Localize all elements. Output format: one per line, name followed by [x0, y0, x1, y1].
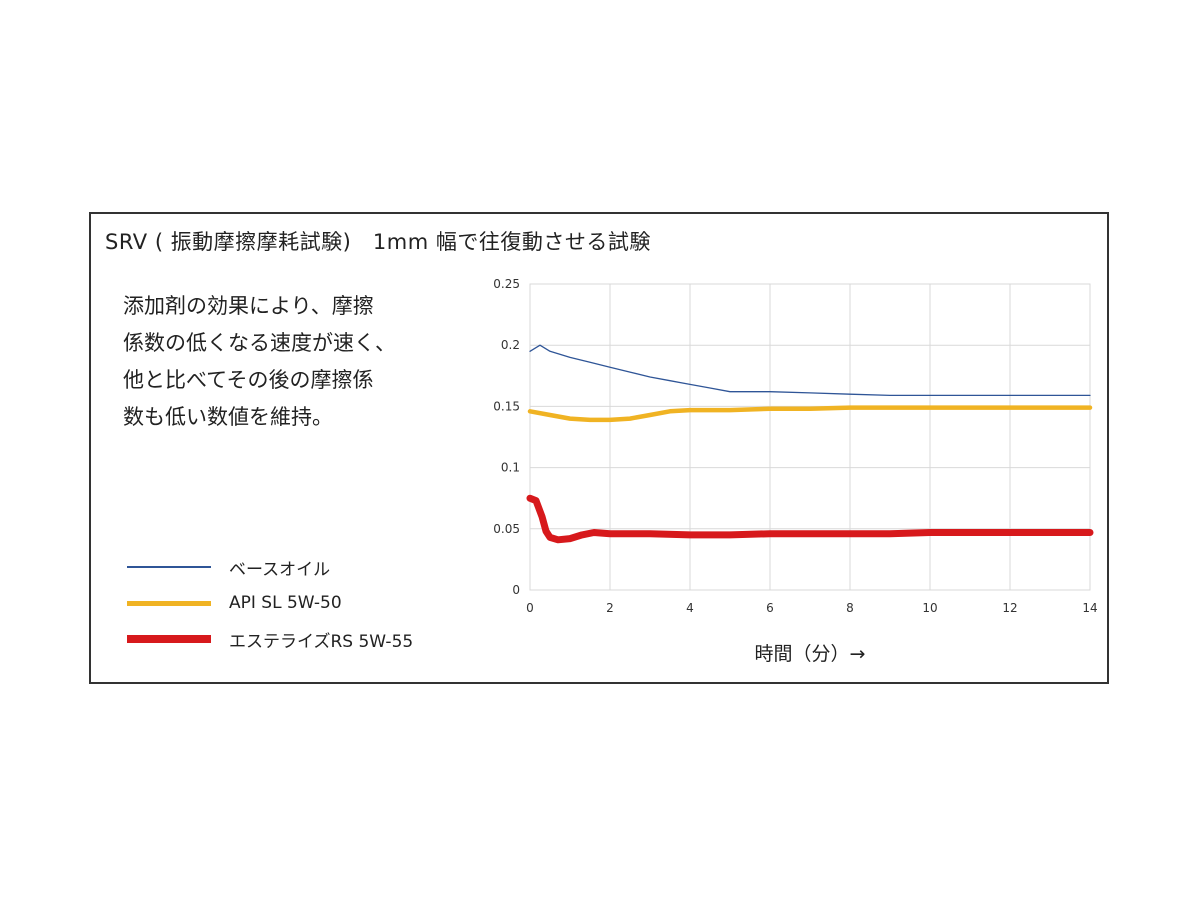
x-tick-label: 2 [606, 601, 614, 615]
y-tick-label: 0 [512, 583, 520, 597]
chart-panel: SRV ( 振動摩擦摩耗試験) 1mm 幅で往復動させる試験 添加剤の効果により… [89, 212, 1109, 684]
x-tick-label: 4 [686, 601, 694, 615]
legend-item-esterize: エステライズRS 5W-55 [127, 621, 413, 657]
description-line: 数も低い数値を維持。 [123, 405, 333, 429]
legend-label-esterize: エステライズRS 5W-55 [229, 631, 414, 652]
x-tick-label: 10 [922, 601, 937, 615]
legend-label-api-sl: API SL 5W-50 [229, 593, 342, 613]
x-tick-label: 0 [526, 601, 534, 615]
legend-swatch-esterize [127, 635, 211, 643]
description-line: 係数の低くなる速度が速く、 [123, 331, 396, 355]
y-tick-label: 0.25 [493, 277, 520, 291]
legend-item-api-sl: API SL 5W-50 [127, 585, 413, 621]
y-tick-label: 0.1 [501, 461, 520, 475]
description-line: 添加剤の効果により、摩擦 [123, 294, 374, 318]
x-axis-label: 時間（分）→ [755, 643, 866, 665]
friction-chart: 0246810121400.050.10.150.20.25摩擦係数μ時間（分）… [493, 277, 1097, 665]
x-tick-label: 14 [1082, 601, 1097, 615]
description-line: 他と比べてその後の摩擦係 [123, 368, 374, 392]
legend-label-base-oil: ベースオイル [229, 559, 331, 580]
y-tick-label: 0.2 [501, 338, 520, 352]
y-tick-label: 0.05 [493, 522, 520, 536]
legend-item-base-oil: ベースオイル [127, 549, 413, 585]
x-tick-label: 12 [1002, 601, 1017, 615]
plot-area [529, 283, 1091, 591]
y-tick-label: 0.15 [493, 399, 520, 413]
x-tick-label: 8 [846, 601, 854, 615]
series-line-1 [527, 405, 1093, 423]
panel-title: SRV ( 振動摩擦摩耗試験) 1mm 幅で往復動させる試験 [105, 230, 651, 254]
series-line-2 [526, 494, 1094, 544]
legend-swatch-api-sl [127, 600, 211, 606]
series-line-0 [529, 344, 1091, 397]
legend-swatch-base-oil [127, 566, 211, 568]
chart-legend: ベースオイル API SL 5W-50 エステライズRS 5W-55 [127, 549, 413, 657]
description-text: 添加剤の効果により、摩擦 係数の低くなる速度が速く、 他と比べてその後の摩擦係 … [123, 288, 443, 436]
x-tick-label: 6 [766, 601, 774, 615]
